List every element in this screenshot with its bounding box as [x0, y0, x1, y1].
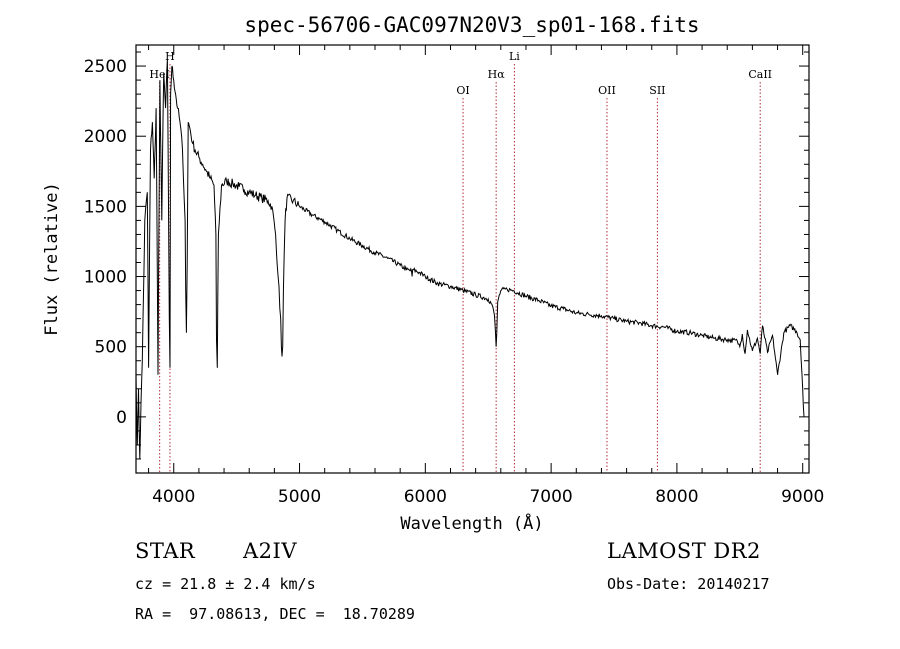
y-tick-label: 2500: [84, 57, 127, 77]
line-marker-label: H: [165, 50, 175, 63]
y-tick-label: 1000: [84, 268, 127, 288]
y-tick-label: 0: [116, 408, 127, 428]
chart-title: spec-56706-GAC097N20V3_sp01-168.fits: [244, 13, 699, 37]
line-marker-label: CaII: [748, 68, 772, 81]
y-tick-label: 500: [95, 338, 127, 358]
line-marker-label: Li: [509, 50, 520, 63]
x-tick-label: 4000: [152, 487, 195, 507]
line-marker-label: SII: [649, 84, 665, 97]
survey-name: LAMOST DR2: [607, 539, 761, 563]
y-axis-label: Flux (relative): [42, 182, 62, 336]
line-marker-label: OI: [456, 84, 469, 97]
x-tick-label: 7000: [529, 487, 572, 507]
coordinates: RA = 97.08613, DEC = 18.70289: [135, 605, 415, 623]
spectral-subclass: A2IV: [243, 539, 297, 563]
x-tick-label: 9000: [781, 487, 824, 507]
x-axis-label: Wavelength (Å): [400, 512, 543, 534]
spectrum-line: [135, 58, 805, 460]
line-marker-label: HeI: [149, 68, 169, 81]
line-marker-label: OII: [598, 84, 616, 97]
axis-ticks: 4000 5000 6000 7000 8000 9000 0 500 1000 1500 2000…: [84, 45, 824, 507]
obs-date: Obs-Date: 20140217: [607, 575, 770, 593]
line-marker-label: Hα: [488, 68, 506, 81]
plot-frame: [135, 44, 810, 474]
x-tick-label: 8000: [655, 487, 698, 507]
object-type: STAR: [135, 539, 196, 563]
x-tick-label: 5000: [278, 487, 321, 507]
x-tick-label: 6000: [404, 487, 447, 507]
redshift-readout: cz = 21.8 ± 2.4 km/s: [135, 575, 316, 593]
y-tick-label: 2000: [84, 127, 127, 147]
y-tick-label: 1500: [84, 197, 127, 217]
